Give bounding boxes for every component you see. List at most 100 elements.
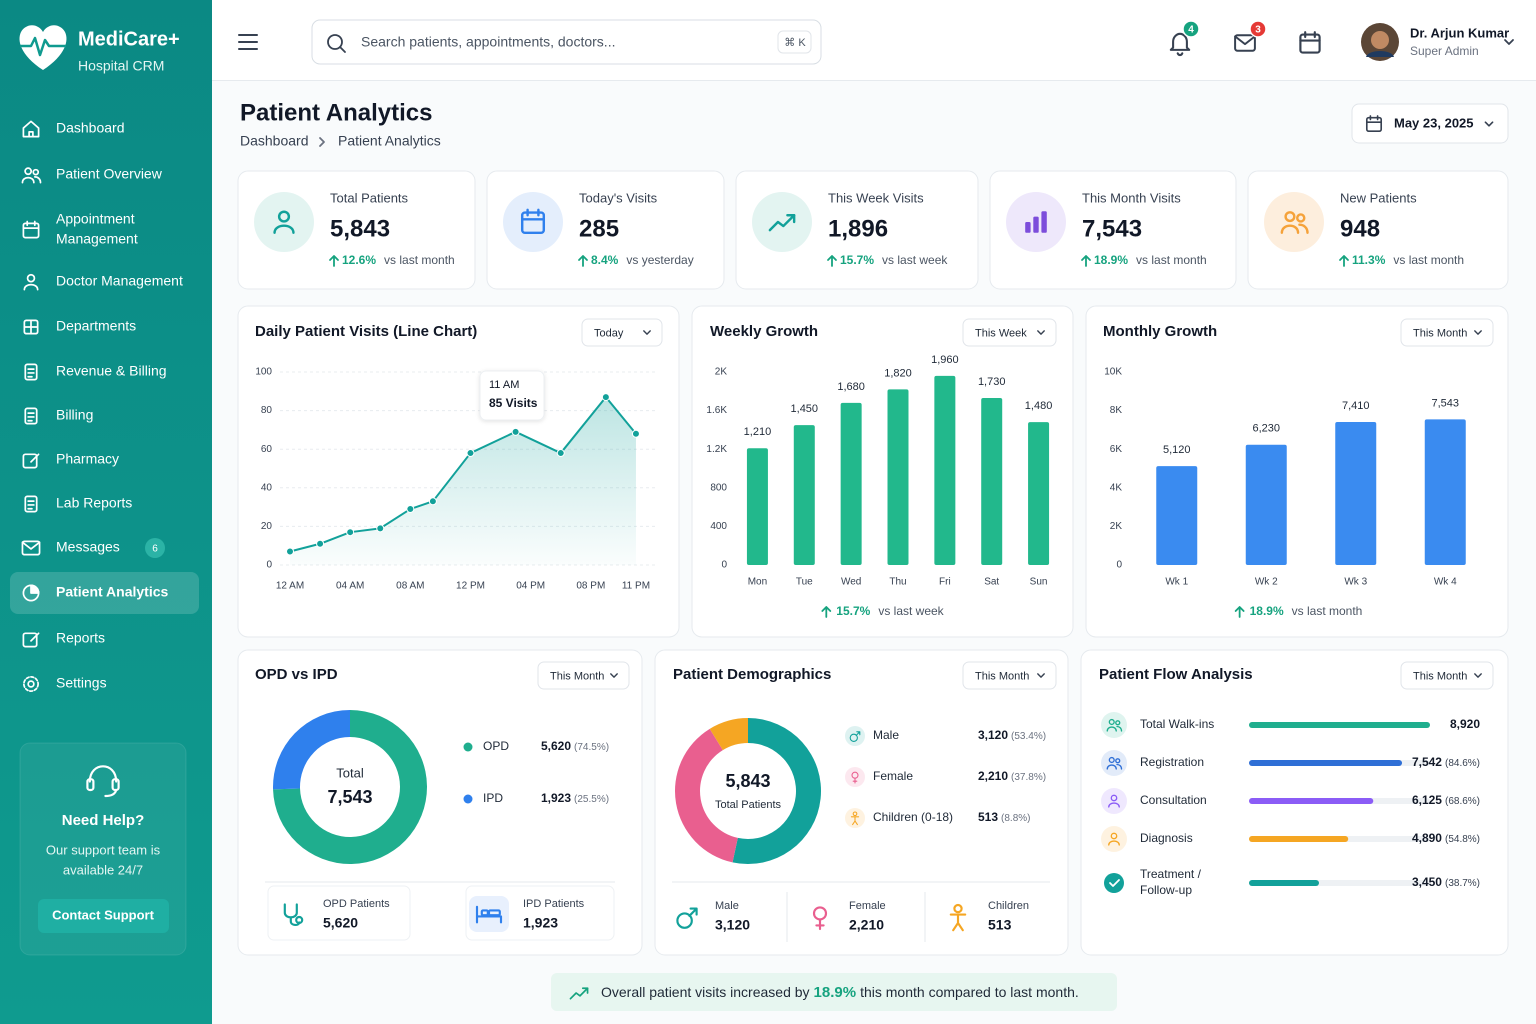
icon-part bbox=[1169, 32, 1191, 51]
legend-value: 2,210 (37.8%) bbox=[978, 769, 1046, 783]
icon-part bbox=[339, 46, 346, 53]
icon-part bbox=[578, 255, 588, 267]
nav-item[interactable]: Reports bbox=[22, 630, 105, 648]
icon-part bbox=[23, 676, 39, 692]
icon-part bbox=[827, 255, 837, 267]
x-tick-label: Tue bbox=[796, 577, 813, 588]
icon-part bbox=[22, 222, 40, 239]
nav-item[interactable]: Dashboard bbox=[22, 120, 125, 138]
calendar-button[interactable] bbox=[1299, 31, 1321, 54]
icon bbox=[768, 214, 796, 232]
nav-label: Revenue & Billing bbox=[56, 363, 167, 379]
icon-part bbox=[104, 788, 118, 798]
icon bbox=[1299, 31, 1321, 54]
nav-item[interactable]: Settings bbox=[23, 675, 107, 692]
icon-part bbox=[1296, 213, 1306, 223]
icon-part bbox=[581, 987, 589, 994]
icon-part bbox=[30, 632, 40, 642]
value-label: 1,680 bbox=[837, 381, 865, 393]
point bbox=[286, 547, 294, 556]
filter-dropdown[interactable]: This Month bbox=[1400, 661, 1494, 690]
chart-title: OPD vs IPD bbox=[255, 666, 338, 683]
y-tick-label: 4K bbox=[1110, 482, 1123, 493]
icon-part bbox=[1474, 673, 1482, 678]
bar bbox=[1424, 419, 1466, 565]
filter-dropdown[interactable]: Today bbox=[581, 318, 663, 347]
banner-highlight: 18.9% bbox=[814, 984, 857, 1001]
icon-part bbox=[849, 733, 858, 742]
nav-item[interactable]: Billing bbox=[24, 407, 93, 425]
legend-label: IPD bbox=[483, 791, 503, 805]
stat-label: Children bbox=[988, 900, 1029, 912]
change-value: 18.9% bbox=[1250, 604, 1284, 618]
value-label: 4,890 bbox=[1412, 831, 1442, 845]
messages[interactable]: 3 bbox=[1234, 20, 1267, 52]
nav-label: Lab Reports bbox=[56, 495, 132, 511]
nav-label: Management bbox=[56, 231, 138, 247]
x-tick-label: 08 PM bbox=[576, 581, 605, 592]
icon-part bbox=[22, 220, 40, 229]
icon-part bbox=[22, 632, 38, 648]
nav-item[interactable]: Patient Overview bbox=[21, 166, 163, 184]
menu-toggle[interactable] bbox=[238, 34, 258, 50]
stat-card: Male 3,120 bbox=[676, 900, 750, 933]
nav-item[interactable]: Messages 6 bbox=[21, 538, 165, 558]
chart-change: 15.7% vs last week bbox=[836, 604, 944, 618]
bar bbox=[840, 402, 862, 565]
avatar-body bbox=[1366, 51, 1394, 57]
flow-value: 4,890 (54.8%) bbox=[1412, 831, 1480, 845]
flow-value: 7,542 (84.6%) bbox=[1412, 755, 1480, 769]
nav-item[interactable]: Revenue & Billing bbox=[24, 363, 167, 381]
kpi-change: 12.6% vs last month bbox=[342, 253, 455, 267]
donut-slice bbox=[709, 718, 748, 751]
icon-part bbox=[953, 903, 963, 914]
user-menu[interactable]: Dr. Arjun Kumar Super Admin bbox=[1361, 23, 1514, 61]
date-picker[interactable]: May 23, 2025 bbox=[1351, 103, 1509, 144]
kpi-icon-bg bbox=[503, 192, 563, 252]
logo-pulse bbox=[20, 36, 66, 57]
filter-dropdown[interactable]: This Month bbox=[962, 661, 1057, 690]
tooltip: 11 AM 85 Visits bbox=[479, 370, 545, 421]
flow-value: 3,450 (38.7%) bbox=[1412, 875, 1480, 889]
icon-part bbox=[1234, 34, 1256, 52]
kpi-label: Today's Visits bbox=[579, 190, 658, 205]
kpi-change-note: vs last month bbox=[1136, 253, 1207, 267]
flow-value: 8,920 bbox=[1450, 717, 1480, 731]
notifications[interactable]: 4 bbox=[1169, 20, 1200, 57]
nav-label: Billing bbox=[56, 407, 93, 423]
nav-item[interactable]: Doctor Management bbox=[23, 273, 183, 291]
nav-item[interactable]: Pharmacy bbox=[22, 451, 119, 469]
icon bbox=[22, 120, 40, 138]
filter-dropdown[interactable]: This Month bbox=[537, 661, 630, 690]
value-label: 1,480 bbox=[1025, 400, 1053, 412]
dropdown-label: This Month bbox=[550, 670, 604, 682]
nav-item[interactable]: Appointment Management bbox=[22, 211, 138, 247]
contact-button[interactable]: Contact Support bbox=[38, 899, 169, 933]
badge-count: 4 bbox=[1188, 25, 1194, 36]
badge bbox=[1182, 20, 1200, 38]
y-tick-label: 10K bbox=[1104, 367, 1122, 378]
icon-part bbox=[273, 224, 295, 235]
icon-part bbox=[26, 273, 36, 283]
nav-item[interactable]: Departments bbox=[23, 318, 136, 335]
search-box[interactable]: Search patients, appointments, doctors..… bbox=[311, 19, 822, 65]
nav-item[interactable]: Patient Analytics bbox=[10, 572, 199, 614]
filter-dropdown[interactable]: This Week bbox=[962, 318, 1057, 347]
kpi-value: 948 bbox=[1340, 215, 1380, 242]
y-tick-label: 6K bbox=[1110, 444, 1123, 455]
icon-part bbox=[21, 176, 35, 184]
icon bbox=[1106, 756, 1123, 770]
icon bbox=[1108, 832, 1120, 846]
icon bbox=[1474, 330, 1482, 335]
logo bbox=[19, 25, 67, 70]
x-tick-label: 12 PM bbox=[456, 581, 485, 592]
icon-part bbox=[1037, 673, 1045, 678]
breadcrumb-link[interactable]: Dashboard bbox=[240, 133, 309, 149]
nav-item[interactable]: Lab Reports bbox=[24, 495, 132, 513]
icon-part bbox=[949, 913, 967, 932]
dropdown-box bbox=[537, 661, 630, 690]
icon bbox=[1234, 606, 1245, 618]
filter-dropdown[interactable]: This Month bbox=[1400, 318, 1494, 347]
icon-part bbox=[850, 816, 860, 826]
x-tick-label: Wed bbox=[841, 577, 861, 588]
